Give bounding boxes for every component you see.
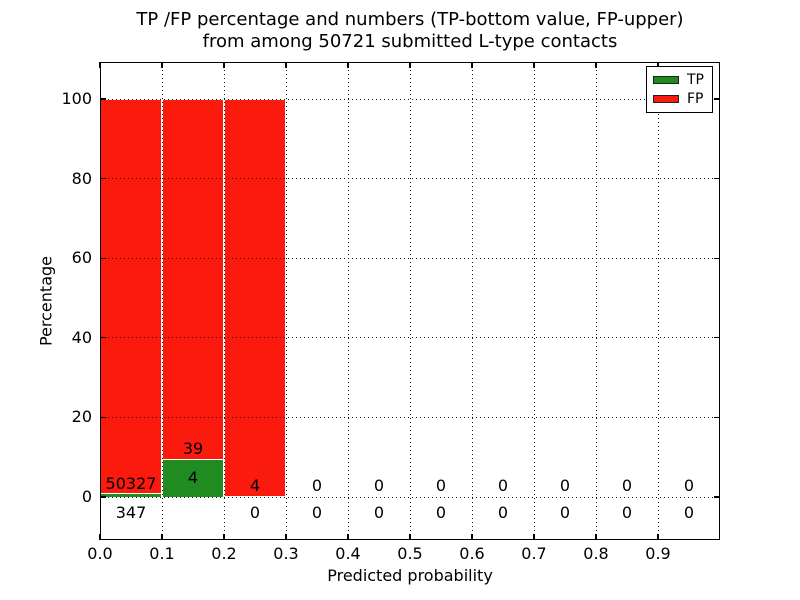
fp-count-label: 0 bbox=[683, 476, 695, 496]
x-tick-label: 0.3 bbox=[273, 544, 299, 563]
y-tick-mark-left bbox=[100, 98, 106, 100]
grid-line-vertical bbox=[161, 62, 163, 540]
legend-label-fp: FP bbox=[687, 91, 704, 108]
fp-count-label: 0 bbox=[435, 476, 447, 496]
x-tick-mark-bottom bbox=[99, 534, 101, 540]
x-tick-label: 0.1 bbox=[149, 544, 175, 563]
bar-segment-fp bbox=[162, 99, 224, 460]
x-tick-mark-top bbox=[285, 62, 287, 68]
tp-count-label: 0 bbox=[249, 502, 261, 522]
fp-count-label: 0 bbox=[559, 476, 571, 496]
x-tick-mark-top bbox=[533, 62, 535, 68]
tp-count-label: 0 bbox=[683, 502, 695, 522]
bar-segment-fp bbox=[224, 99, 286, 497]
x-tick-mark-bottom bbox=[161, 534, 163, 540]
x-tick-mark-top bbox=[161, 62, 163, 68]
x-tick-mark-top bbox=[223, 62, 225, 68]
legend-item-fp: FP bbox=[653, 92, 706, 106]
y-tick-mark-right bbox=[714, 177, 720, 180]
fp-count-label: 0 bbox=[373, 476, 385, 496]
y-tick-label: 20 bbox=[71, 407, 92, 427]
legend: TP FP bbox=[646, 66, 713, 113]
fp-count-label: 39 bbox=[182, 439, 204, 459]
tp-count-label: 0 bbox=[435, 502, 447, 522]
y-tick-mark-right bbox=[714, 337, 720, 339]
tp-count-label: 0 bbox=[373, 502, 385, 522]
grid-line-vertical bbox=[657, 62, 659, 540]
x-tick-mark-top bbox=[595, 62, 597, 68]
tp-count-label: 0 bbox=[497, 502, 509, 522]
x-tick-label: 0.5 bbox=[397, 544, 423, 563]
x-tick-mark-bottom bbox=[285, 534, 287, 540]
y-tick-mark-left bbox=[100, 416, 106, 419]
tp-count-label: 0 bbox=[311, 502, 323, 522]
fp-count-label: 50327 bbox=[105, 473, 157, 493]
x-axis-label: Predicted probability bbox=[327, 566, 493, 585]
y-tick-label: 60 bbox=[71, 248, 92, 268]
plot-area: TP FP 0 20 40 60 80 100 0.0 0.1 0.2 0.3 0.4 0.5 0.6 0… bbox=[61, 62, 720, 562]
x-tick-mark-bottom bbox=[595, 534, 597, 540]
y-tick-mark-left bbox=[100, 257, 106, 259]
x-tick-mark-bottom bbox=[409, 534, 411, 540]
x-tick-label: 0.0 bbox=[87, 544, 113, 563]
tp-count-label: 0 bbox=[559, 502, 571, 522]
x-tick-label: 0.4 bbox=[335, 544, 361, 563]
bar-segment-fp bbox=[100, 99, 162, 495]
chart-title: TP /FP percentage and numbers (TP-bottom… bbox=[100, 9, 720, 53]
grid-line-vertical bbox=[533, 62, 535, 540]
y-tick-mark-left bbox=[100, 177, 106, 180]
fp-count-label: 4 bbox=[249, 476, 261, 496]
y-tick-label: 100 bbox=[61, 89, 92, 108]
x-tick-label: 0.8 bbox=[583, 544, 609, 563]
y-tick-label: 80 bbox=[71, 168, 92, 188]
x-tick-label: 0.2 bbox=[211, 544, 237, 563]
fp-count-label: 0 bbox=[311, 476, 323, 496]
y-tick-mark-right bbox=[714, 257, 720, 259]
x-tick-mark-top bbox=[657, 62, 659, 68]
grid-line-vertical bbox=[223, 62, 225, 540]
tp-color-swatch bbox=[653, 75, 679, 84]
chart-title-line1: TP /FP percentage and numbers (TP-bottom… bbox=[136, 9, 684, 30]
grid-line-vertical bbox=[595, 62, 597, 540]
x-tick-label: 0.7 bbox=[521, 544, 547, 563]
x-tick-mark-top bbox=[347, 62, 349, 68]
x-tick-mark-bottom bbox=[471, 534, 473, 540]
x-tick-mark-bottom bbox=[657, 534, 659, 540]
x-tick-mark-top bbox=[471, 62, 473, 68]
chart-title-line2: from among 50721 submitted L-type contac… bbox=[202, 31, 618, 52]
grid-line-vertical bbox=[471, 62, 473, 540]
y-tick-mark-right bbox=[714, 416, 720, 419]
fp-color-swatch bbox=[653, 95, 679, 104]
grid-line-vertical bbox=[285, 62, 287, 540]
grid-line-vertical bbox=[347, 62, 349, 540]
tp-count-label: 347 bbox=[115, 502, 147, 522]
legend-label-tp: TP bbox=[687, 71, 704, 88]
grid-line-vertical bbox=[409, 62, 411, 540]
x-tick-mark-top bbox=[409, 62, 411, 68]
x-tick-label: 0.6 bbox=[459, 544, 485, 563]
fp-count-label: 0 bbox=[621, 476, 633, 496]
tp-count-label: 4 bbox=[187, 468, 199, 488]
y-tick-mark-left bbox=[100, 496, 106, 498]
x-tick-mark-bottom bbox=[347, 534, 349, 540]
x-tick-mark-bottom bbox=[533, 534, 535, 540]
y-tick-mark-right bbox=[714, 98, 720, 100]
y-tick-mark-right bbox=[714, 496, 720, 498]
fp-count-label: 0 bbox=[497, 476, 509, 496]
legend-item-tp: TP bbox=[653, 73, 706, 87]
x-tick-label: 0.9 bbox=[645, 544, 671, 563]
y-tick-label: 40 bbox=[71, 327, 92, 347]
tp-count-label: 0 bbox=[621, 502, 633, 522]
x-tick-mark-top bbox=[99, 62, 101, 68]
y-tick-label: 0 bbox=[81, 487, 92, 506]
y-tick-mark-left bbox=[100, 337, 106, 339]
y-axis-label: Percentage bbox=[36, 255, 56, 347]
x-tick-mark-bottom bbox=[223, 534, 225, 540]
